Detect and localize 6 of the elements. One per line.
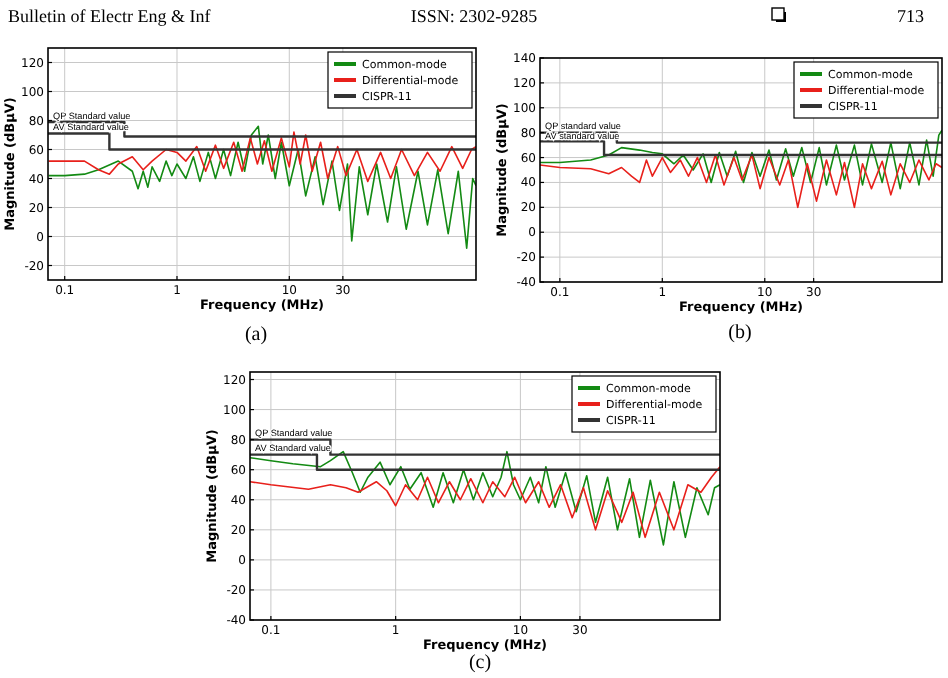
text: ISSN: 2302-9285 bbox=[410, 6, 539, 26]
text: (a) bbox=[244, 324, 268, 346]
text: (b) bbox=[728, 322, 752, 344]
text: Bulletin of Electr Eng & Inf bbox=[8, 6, 211, 26]
text: (c) bbox=[468, 652, 492, 674]
text: 713 bbox=[897, 6, 925, 26]
